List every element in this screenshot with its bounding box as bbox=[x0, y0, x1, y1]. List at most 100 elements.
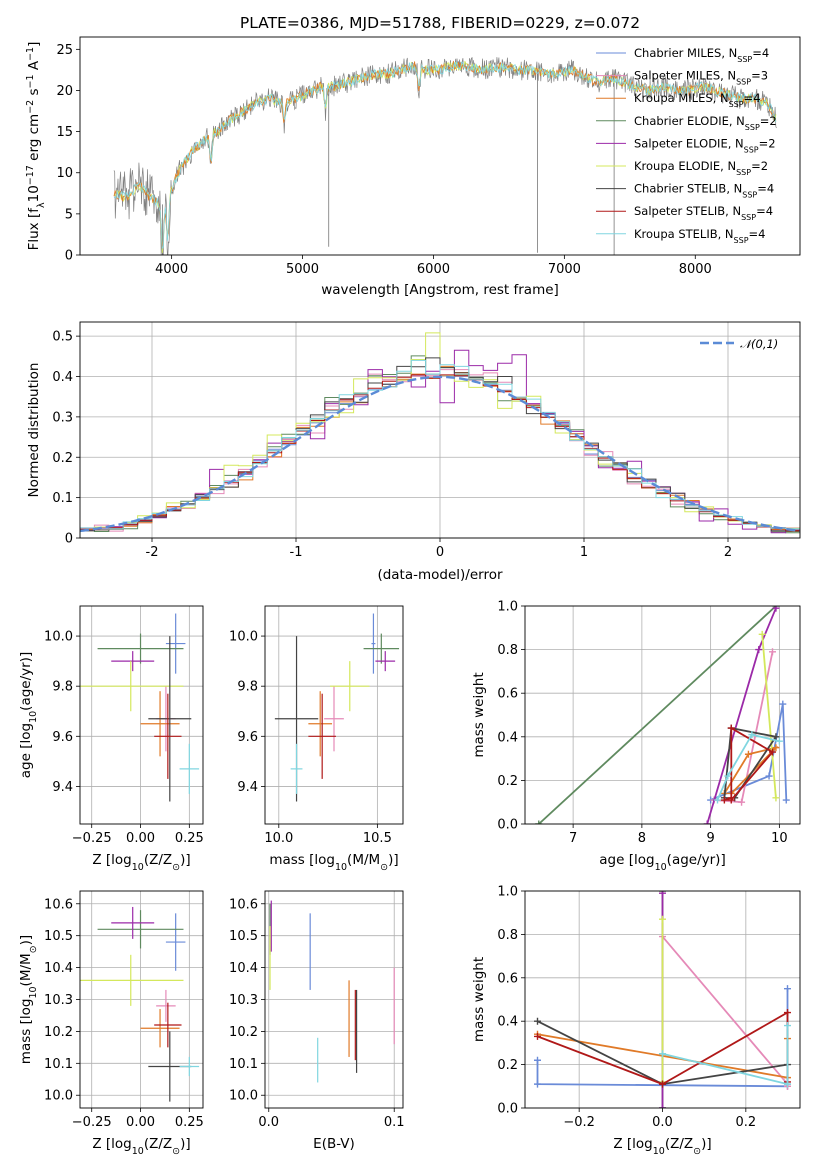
y-axis-label-part: ⊙ bbox=[28, 945, 39, 953]
y-tick-label: 0 bbox=[65, 532, 73, 547]
y-tick-label: 0 bbox=[65, 249, 73, 264]
x-tick-label: 0.1 bbox=[384, 1115, 405, 1130]
x-tick-label: 9 bbox=[706, 831, 714, 846]
x-axis-label-part: ⊙ bbox=[693, 1146, 701, 1157]
spectrum-panel: PLATE=0386, MJD=51788, FIBERID=0229, z=0… bbox=[25, 14, 801, 298]
y-tick-label: 25 bbox=[56, 43, 73, 58]
legend-entry-name: Kroupa MILES bbox=[634, 91, 713, 105]
weight-marker bbox=[758, 630, 766, 638]
weight-marker bbox=[772, 733, 780, 741]
y-tick-label: 10.4 bbox=[44, 961, 73, 976]
weight-marker bbox=[659, 891, 666, 897]
histogram-panel: -2 -1 0 1 2 0 0.1 0.2 0.3 0.4 0.5 𝒩(0,1) (data-model… bbox=[26, 321, 801, 583]
legend-entry-name: Salpeter STELIB bbox=[634, 204, 725, 218]
legend-entry-name: Chabrier MILES bbox=[634, 46, 721, 60]
y-tick-label: 5 bbox=[65, 207, 73, 222]
y-tick-label: 0.0 bbox=[497, 818, 518, 833]
x-tick-label: 0.0 bbox=[258, 1115, 279, 1130]
y-tick-label: 10.0 bbox=[44, 1089, 73, 1104]
x-axis-label: mass [log10(M/M⊙)] bbox=[269, 852, 398, 873]
axes-frame bbox=[524, 890, 801, 1109]
x-axis-label-part: 10 bbox=[653, 1146, 665, 1157]
errorbar-marks bbox=[269, 900, 395, 1083]
weight-marker bbox=[534, 1017, 541, 1025]
legend-entry-n: , N bbox=[728, 136, 744, 150]
legend-entry-name: Kroupa ELODIE bbox=[634, 159, 720, 173]
x-axis-label-part: Z [log bbox=[92, 852, 131, 868]
legend-entry-count: 2 bbox=[769, 114, 776, 128]
weight-vs-metallicity-panel: −0.2 0.0 0.2 0.0 0.2 0.4 0.6 0.8 1.0 Z [log10(Z/Z… bbox=[471, 885, 801, 1157]
weight-marker bbox=[769, 648, 776, 656]
legend-entry-eq: = bbox=[751, 159, 761, 173]
weight-marker bbox=[744, 750, 752, 758]
x-axis-label-part: )] bbox=[180, 852, 191, 868]
mass-vs-metallicity-panel: −0.25 0.00 0.25 10.0 10.1 10.2 10.3 10.4 10.5 10.… bbox=[18, 890, 204, 1157]
y-tick-label: 10.5 bbox=[229, 929, 258, 944]
x-tick-label: 0.00 bbox=[126, 831, 155, 846]
legend-entry-sub: SSP bbox=[736, 77, 751, 86]
legend-entry-n: , N bbox=[720, 159, 736, 173]
weight-marker bbox=[727, 724, 735, 732]
legend-entry-count: 4 bbox=[758, 227, 765, 241]
mass-vs-extinction-panel: 0.0 0.1 10.0 10.1 10.2 10.3 10.4 10.5 10.6 E(B-V) bbox=[229, 890, 405, 1152]
y-tick-label: 10.5 bbox=[44, 929, 73, 944]
y-tick-label: 10.1 bbox=[44, 1057, 73, 1072]
y-axis-label: mass weight bbox=[471, 672, 487, 757]
legend-entry-sub: SSP bbox=[734, 235, 749, 244]
weight-marker bbox=[720, 796, 728, 804]
x-axis-label: Z [log10(Z/Z⊙)] bbox=[613, 1136, 711, 1157]
legend-entry-name: Kroupa STELIB bbox=[634, 227, 718, 241]
x-axis-label-part: Z [log bbox=[92, 1136, 131, 1152]
x-axis-label-part: ⊙ bbox=[172, 862, 180, 873]
legend-entry: Salpeter MILES, NSSP=3 bbox=[634, 69, 768, 87]
weight-series bbox=[714, 651, 774, 804]
x-tick-label: 4000 bbox=[155, 262, 188, 277]
legend-entry-sub: SSP bbox=[745, 122, 760, 131]
y-tick-label: 0.2 bbox=[497, 774, 518, 789]
y-axis-label-part: −1 bbox=[25, 47, 36, 61]
y-tick-label: 9.8 bbox=[52, 680, 73, 695]
y-tick-label: 10.1 bbox=[229, 1057, 258, 1072]
weight-series bbox=[538, 606, 777, 824]
x-tick-label: 0.0 bbox=[652, 1115, 673, 1130]
axes-frame bbox=[79, 321, 801, 539]
x-axis-label-part: ⊙ bbox=[172, 1146, 180, 1157]
weight-series bbox=[662, 1025, 789, 1086]
weight-marker bbox=[534, 1080, 541, 1088]
y-axis-label: mass weight bbox=[471, 957, 487, 1042]
weight-series bbox=[661, 936, 789, 1087]
x-tick-label: 2 bbox=[724, 545, 732, 560]
y-tick-label: 10.2 bbox=[229, 1025, 258, 1040]
x-axis-label-part: 10 bbox=[655, 862, 667, 873]
y-tick-label: 10.0 bbox=[229, 630, 258, 645]
errorbar-marks bbox=[80, 906, 200, 1102]
chart-title: PLATE=0386, MJD=51788, FIBERID=0229, z=0… bbox=[240, 14, 640, 32]
y-axis-label-part: mass [log bbox=[18, 999, 34, 1065]
histogram-series bbox=[80, 359, 800, 538]
legend-entry: Kroupa ELODIE, NSSP=2 bbox=[634, 159, 768, 177]
x-tick-label: 5000 bbox=[286, 262, 319, 277]
weight-marker bbox=[703, 820, 711, 824]
weight-marker bbox=[659, 1104, 666, 1108]
weight-marker bbox=[535, 820, 543, 824]
y-tick-label: 20 bbox=[56, 84, 73, 99]
y-tick-label: 0.5 bbox=[52, 330, 73, 345]
spectrum-curves bbox=[113, 57, 777, 255]
y-axis-label-part: s bbox=[26, 88, 42, 99]
y-tick-label: 10.3 bbox=[44, 993, 73, 1008]
x-axis-label-part: 10 bbox=[132, 1146, 144, 1157]
legend-entry: Kroupa MILES, NSSP=4 bbox=[634, 91, 761, 109]
y-axis-label: Flux [fλ10−17 erg cm−2 s−1 A−1] bbox=[25, 42, 47, 251]
weight-marker bbox=[724, 772, 732, 780]
x-axis-label-part: 10 bbox=[335, 862, 347, 873]
y-tick-label: 10.3 bbox=[229, 993, 258, 1008]
y-tick-label: 0.0 bbox=[497, 1102, 518, 1117]
x-tick-label: 0.25 bbox=[175, 1115, 204, 1130]
x-axis-label: Z [log10(Z/Z⊙)] bbox=[92, 1136, 190, 1157]
y-axis-label: mass [log10(M/M⊙)] bbox=[18, 935, 39, 1064]
legend-entry-name: Chabrier STELIB bbox=[634, 182, 726, 196]
legend-entry-name: Salpeter ELODIE bbox=[634, 136, 728, 150]
weight-marker bbox=[738, 798, 746, 806]
axes-frame bbox=[79, 890, 204, 1109]
